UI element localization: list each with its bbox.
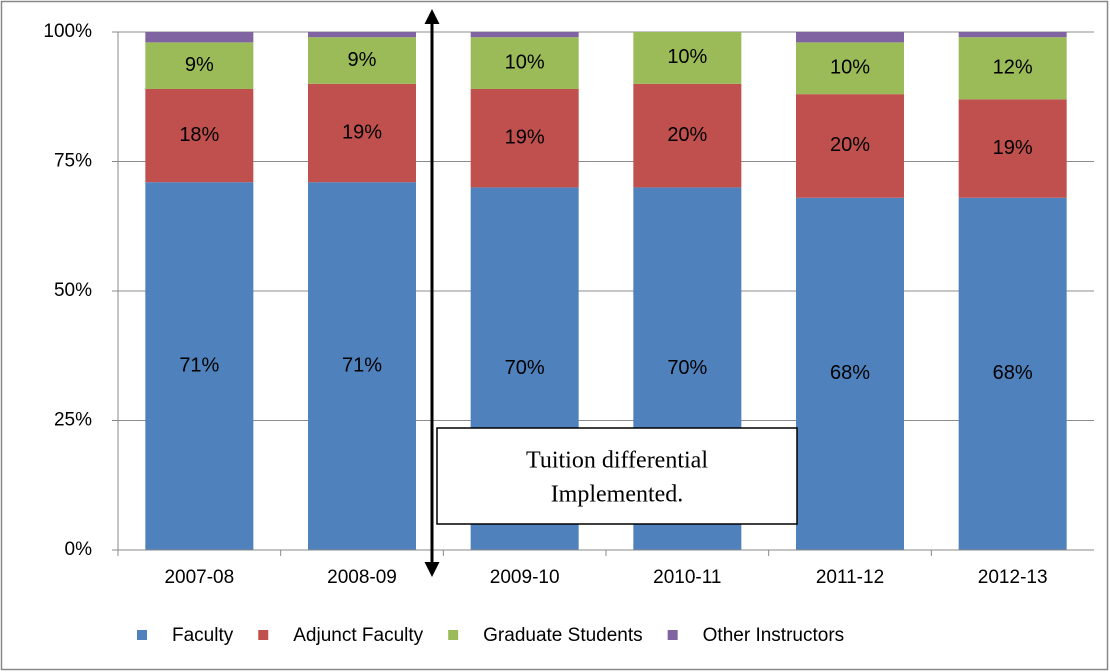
- bar-segment: [796, 42, 904, 95]
- bar-segment: [145, 182, 254, 550]
- bar-segment: [796, 197, 904, 550]
- x-tick-label: 2009-10: [490, 567, 560, 588]
- legend-marker: [137, 630, 147, 640]
- data-label: 12%: [993, 57, 1033, 79]
- x-tick-label: 2007-08: [164, 567, 234, 588]
- data-label: 19%: [342, 121, 382, 143]
- x-tick-label: 2011-12: [816, 567, 884, 588]
- bar-segment: [958, 37, 1067, 100]
- bar-segment: [145, 42, 254, 89]
- bar-segment: [308, 182, 416, 550]
- data-label: 19%: [993, 137, 1033, 159]
- x-tick-label: 2010-11: [653, 567, 721, 588]
- y-tick-label: 0%: [65, 539, 93, 560]
- data-label: 68%: [830, 362, 870, 384]
- legend-marker: [448, 630, 459, 640]
- y-tick-label: 100%: [43, 21, 92, 42]
- annotation-box: [436, 427, 798, 525]
- legend-label: Adjunct Faculty: [293, 625, 423, 646]
- bar-segment: [958, 197, 1067, 550]
- bar-segment: [145, 88, 254, 183]
- y-tick-label: 25%: [54, 410, 92, 431]
- bar-segment: [958, 32, 1067, 38]
- data-label: 10%: [667, 46, 707, 68]
- overlay: 0% 25% 50% 75% 100% 71% 18% 9% 2007-08 71% 19% 9% 20…: [43, 8, 1094, 646]
- x-tick-label: 2012-13: [978, 567, 1048, 588]
- data-label: 9%: [185, 54, 214, 76]
- data-label: 20%: [667, 124, 707, 146]
- data-label: 68%: [993, 362, 1033, 384]
- data-label: 10%: [505, 51, 545, 73]
- bar-segment: [633, 32, 742, 84]
- bar-segment: [470, 37, 579, 89]
- legend-label: Other Instructors: [703, 625, 845, 646]
- data-label: 70%: [667, 357, 707, 379]
- legend-marker: [258, 630, 269, 640]
- bar-segment: [145, 32, 254, 43]
- data-label: 70%: [505, 357, 545, 379]
- legend-marker: [667, 630, 678, 640]
- x-tick-label: 2008-09: [327, 567, 397, 588]
- data-label: 19%: [505, 126, 545, 148]
- data-label: 18%: [179, 124, 219, 146]
- data-label: 10%: [830, 57, 870, 79]
- annotation-text: Implemented.: [551, 482, 684, 508]
- legend-label: Graduate Students: [483, 625, 643, 646]
- y-tick-label: 50%: [54, 280, 92, 301]
- bar-segment: [308, 37, 416, 84]
- data-label: 71%: [342, 354, 382, 376]
- bar-segment: [308, 83, 416, 183]
- bar-segment: [958, 99, 1067, 198]
- legend-label: Faculty: [172, 625, 234, 646]
- bar-segment: [470, 32, 579, 38]
- y-tick-label: 75%: [54, 151, 92, 172]
- data-label: 71%: [179, 354, 219, 376]
- bar-segment: [308, 32, 416, 38]
- data-label: 20%: [830, 134, 870, 156]
- bar-segment: [633, 83, 742, 188]
- bar-segment: [470, 88, 579, 188]
- annotation-text: Tuition differential: [526, 448, 708, 474]
- bar-segment: [796, 32, 904, 43]
- data-label: 9%: [348, 49, 377, 71]
- bar-segment: [796, 94, 904, 198]
